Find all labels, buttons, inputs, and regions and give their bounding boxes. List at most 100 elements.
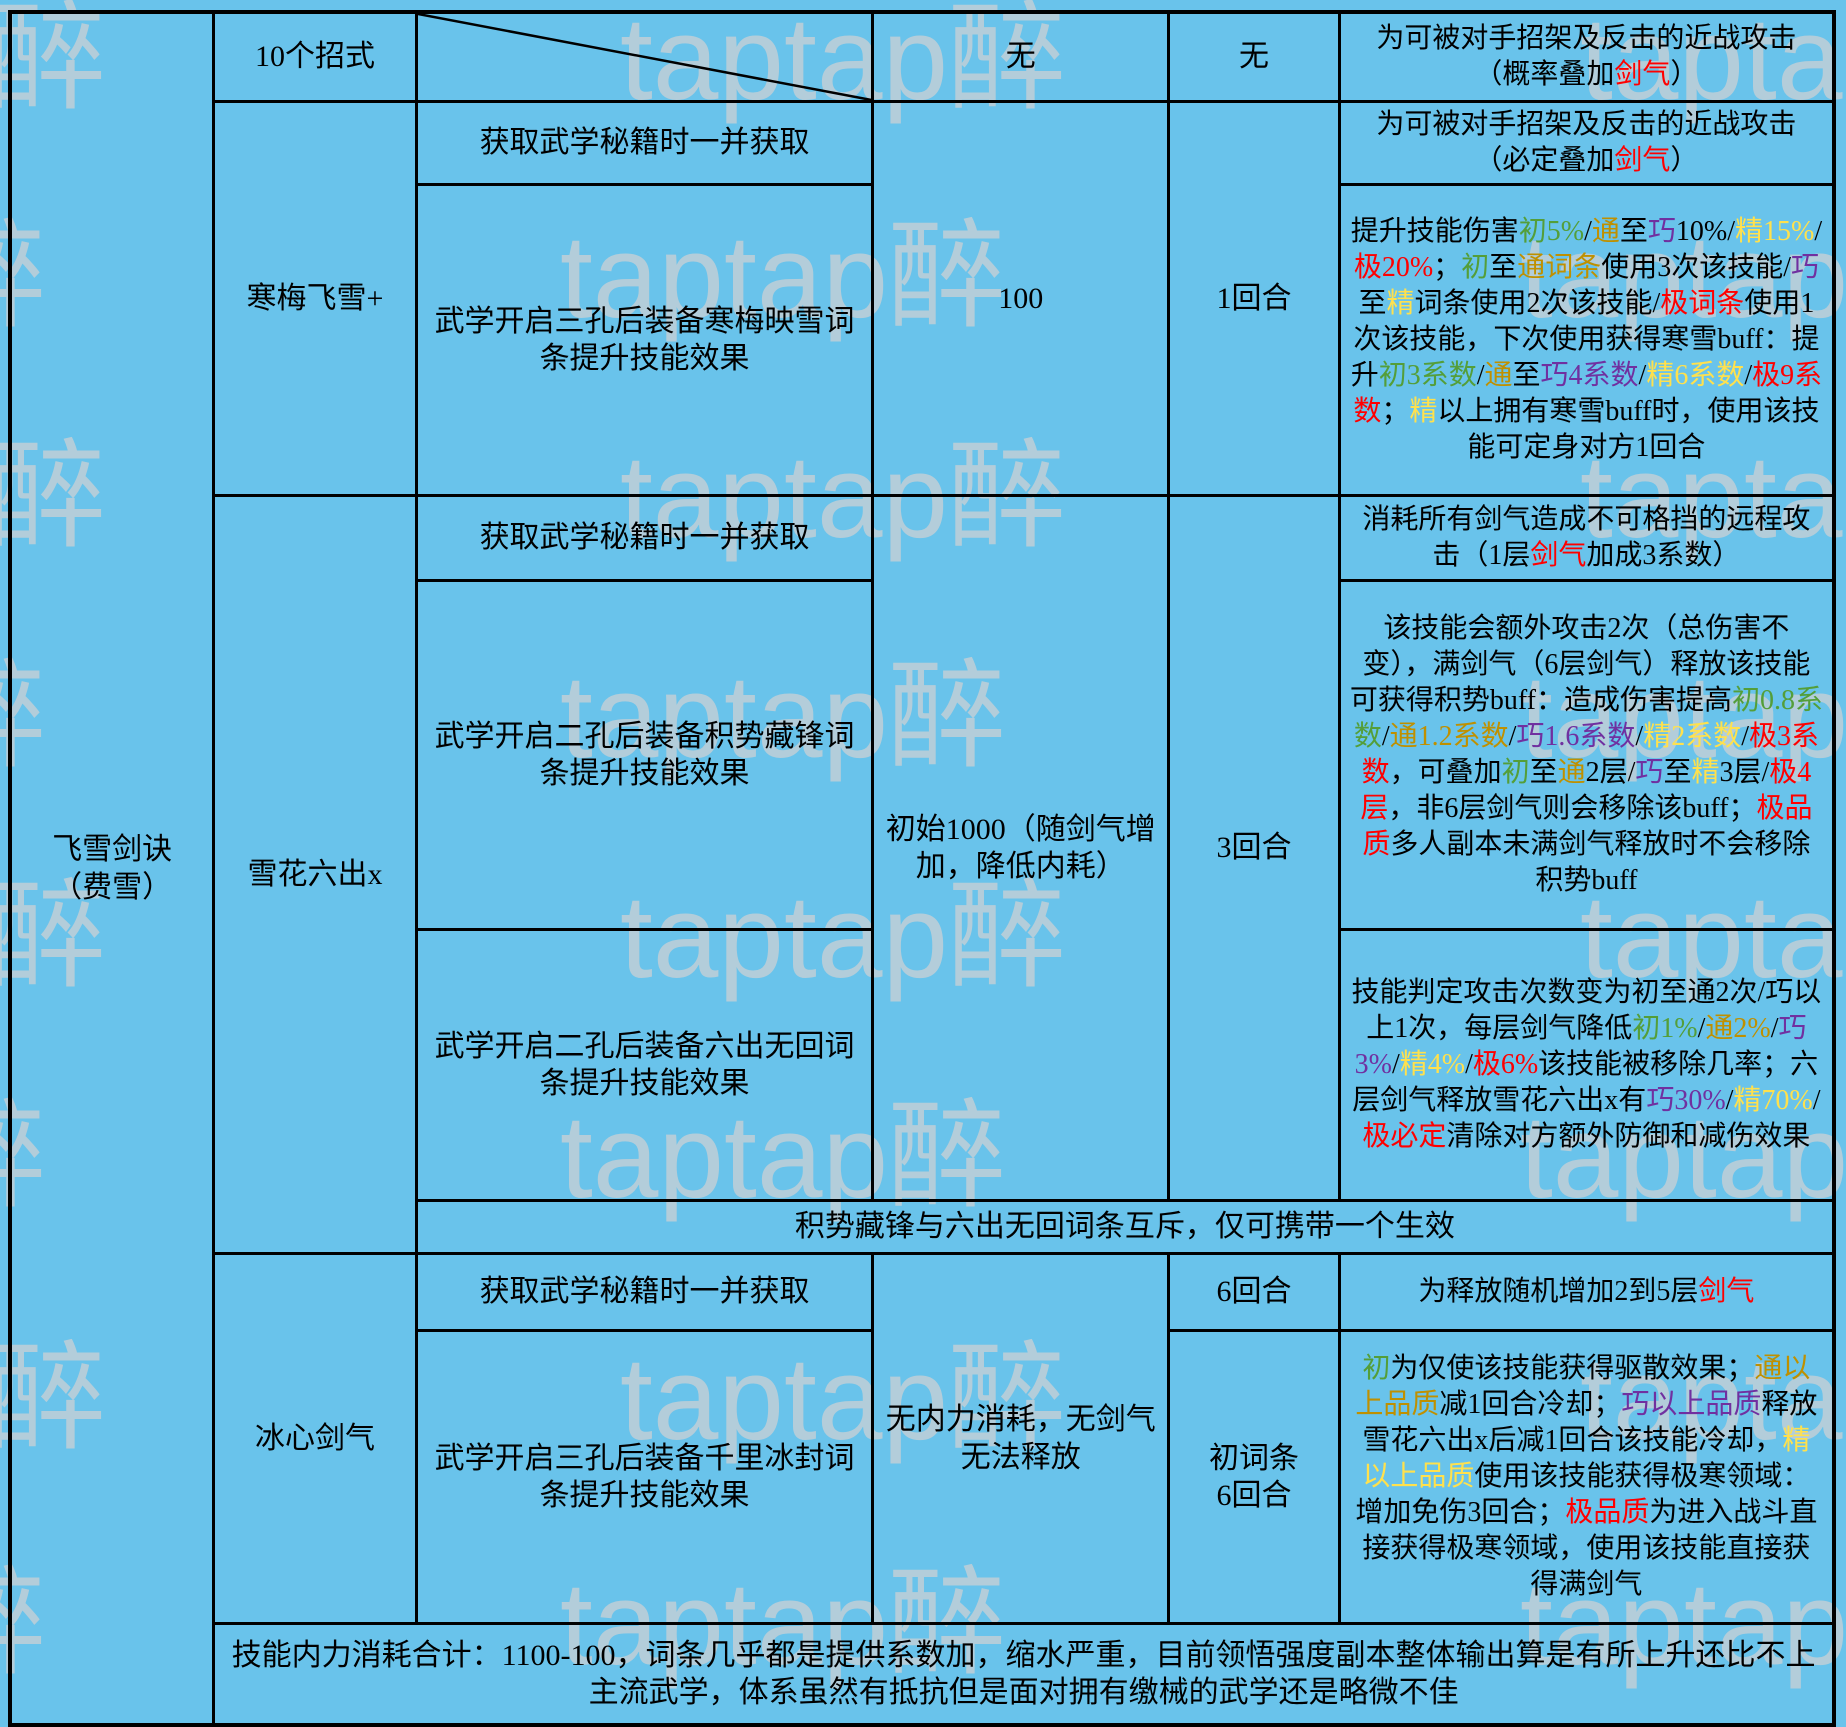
table-row: 雪花六出x 获取武学秘籍时一并获取 初始1000（随剑气增加，降低内耗） 3回合…: [10, 494, 1836, 1255]
effect-cell: 提升技能伤害初5%/通至巧10%/精15%/极20%；初至通词条使用3次该技能/…: [1337, 183, 1836, 497]
effect-cell: 该技能会额外攻击2次（总伤害不变），满剑气（6层剑气）释放该技能可获得积势buf…: [1337, 579, 1836, 931]
text-run: 剑气: [1614, 145, 1671, 176]
text-run: 为可被对手招架及反击的近战攻击（必定叠加: [1376, 109, 1797, 176]
text-run: 至: [1489, 252, 1518, 283]
acquisition-cell: 武学开启二孔后装备六出无回词条提升技能效果: [414, 928, 875, 1202]
text-run: 至: [1358, 288, 1387, 319]
skill-name-cell: 寒梅飞雪+: [212, 100, 418, 497]
text-run: ；: [1381, 396, 1410, 427]
text-run: 减1回合冷却；: [1439, 1389, 1622, 1420]
text-run: /: [1770, 1013, 1779, 1044]
effect-cell: 技能判定攻击次数变为初至通2次/巧以上1次，每层剑气降低初1%/通2%/巧3%/…: [1337, 928, 1836, 1202]
text-run: 精: [1386, 288, 1415, 319]
text-run: 初0.8系数: [1353, 685, 1823, 752]
text-run: 巧1.6系数: [1516, 721, 1636, 752]
text-run: 使用3次该技能/: [1601, 252, 1791, 283]
effect-cell: 初为仅使该技能获得驱散效果；通以上品质减1回合冷却；巧以上品质释放雪花六出x后减…: [1337, 1329, 1836, 1625]
skill-name-cell: 冰心剑气: [212, 1252, 418, 1625]
text-run: 为释放随机增加2到5层: [1418, 1276, 1699, 1307]
text-run: 通: [1484, 360, 1513, 391]
text-run: 巧3%: [1354, 1013, 1807, 1080]
text-run: 至: [1512, 360, 1541, 391]
text-run: 初1%: [1632, 1013, 1698, 1044]
text-run: 极品质: [1565, 1497, 1650, 1528]
cost-cell: 无内力消耗，无剑气无法释放: [871, 1252, 1171, 1625]
table-row: 飞雪剑诀 （费雪） 10个招式 无 无 为可被对手招架及反击的近战攻击（概率叠加…: [8, 10, 1836, 1727]
text-run: 剑气: [1698, 1276, 1755, 1307]
text-run: 该技能被移除几率；六层剑气释放雪花六出x有: [1352, 1049, 1819, 1116]
text-run: /: [1635, 721, 1644, 752]
text-run: /: [1741, 721, 1749, 752]
table-row: 技能内力消耗合计：1100-100，词条几乎都是提供系数加，缩水严重，目前领悟强…: [10, 1622, 1836, 1727]
acquisition-cell: 武学开启三孔后装备千里冰封词条提升技能效果: [414, 1329, 875, 1625]
text-run: 3层/: [1719, 757, 1770, 788]
text-run: 巧4系数: [1540, 360, 1639, 391]
text-run: 巧: [1635, 757, 1664, 788]
text-run: 该技能会额外攻击2次（总伤害不变），满剑气（6层剑气）释放该技能可获得积势buf…: [1349, 613, 1811, 716]
text-run: 极4层: [1360, 757, 1812, 824]
text-run: 为进入战斗直接获得极寒领域，使用该技能直接获得满剑气: [1362, 1497, 1818, 1600]
cooldown-cell: 1回合: [1167, 100, 1341, 497]
text-run: 初: [1362, 1353, 1391, 1384]
cost-cell: 初始1000（随剑气增加，降低内耗）: [871, 494, 1171, 1202]
effect-cell: 消耗所有剑气造成不可格挡的远程攻击（1层剑气加成3系数）: [1337, 494, 1836, 582]
cooldown-cell: 无: [1167, 10, 1341, 103]
table-row: 武学开启三孔后装备寒梅映雪词条提升技能效果 提升技能伤害初5%/通至巧10%/精…: [10, 183, 1836, 497]
text-run: 消耗所有剑气造成不可格挡的远程攻击（1层: [1362, 504, 1811, 571]
school-name-cell: 飞雪剑诀 （费雪）: [8, 10, 216, 1727]
text-run: ；: [1433, 252, 1462, 283]
text-run: 精2系数: [1643, 721, 1742, 752]
text-run: 为仅使该技能获得驱散效果；: [1390, 1353, 1755, 1384]
diagonal-cell: [414, 10, 875, 103]
text-run: 通2%: [1705, 1013, 1771, 1044]
cost-cell: 100: [871, 100, 1171, 497]
table-row: 武学开启二孔后装备六出无回词条提升技能效果 技能判定攻击次数变为初至通2次/巧以…: [10, 928, 1836, 1202]
table-row: 武学开启二孔后装备积势藏锋词条提升技能效果 该技能会额外攻击2次（总伤害不变），…: [10, 579, 1836, 931]
text-run: 剑气: [1530, 540, 1587, 571]
acquisition-cell: 获取武学秘籍时一并获取: [414, 100, 875, 186]
text-run: 极词条: [1660, 288, 1745, 319]
text-run: 精以上品质: [1362, 1425, 1811, 1492]
text-run: 多人副本未满剑气释放时不会移除积势buff: [1390, 829, 1811, 896]
text-run: 极6%: [1472, 1049, 1539, 1080]
text-run: 以上拥有寒雪buff时，使用该技能可定身对方1回合: [1437, 396, 1820, 463]
text-run: 2层/: [1585, 757, 1636, 788]
text-run: 初: [1501, 757, 1530, 788]
text-run: /: [1744, 360, 1753, 391]
text-run: /: [1638, 360, 1647, 391]
text-run: 精: [1691, 757, 1720, 788]
text-run: 精6系数: [1646, 360, 1745, 391]
text-run: 使用该技能获得极寒领域：增加免伤3回合；: [1355, 1461, 1811, 1528]
summary-cell: 技能内力消耗合计：1100-100，词条几乎都是提供系数加，缩水严重，目前领悟强…: [212, 1622, 1836, 1727]
text-run: 初5%: [1518, 216, 1585, 247]
text-run: 剑气: [1614, 59, 1671, 90]
text-run: 精: [1409, 396, 1438, 427]
text-run: ，可叠加: [1389, 757, 1502, 788]
text-run: /: [1508, 721, 1517, 752]
text-run: 巧以上品质: [1621, 1389, 1762, 1420]
effect-cell: 为释放随机增加2到5层剑气: [1337, 1252, 1836, 1332]
text-run: 巧: [1790, 252, 1819, 283]
text-run: /: [1814, 216, 1823, 247]
text-run: 巧: [1647, 216, 1676, 247]
text-run: 极9系数: [1353, 360, 1823, 427]
text-run: ）: [1670, 145, 1699, 176]
text-run: 精70%: [1733, 1085, 1813, 1116]
effect-cell: 为可被对手招架及反击的近战攻击（必定叠加剑气）: [1337, 100, 1836, 186]
skill-name-cell: 雪花六出x: [212, 494, 418, 1255]
text-run: 至: [1663, 757, 1692, 788]
text-run: 通词条: [1517, 252, 1602, 283]
text-run: /: [1391, 1049, 1400, 1080]
acquisition-cell: 武学开启三孔后装备寒梅映雪词条提升技能效果: [414, 183, 875, 497]
effect-cell: 为可被对手招架及反击的近战攻击（概率叠加剑气）: [1337, 10, 1836, 103]
cooldown-cell: 3回合: [1167, 494, 1341, 1202]
text-run: 极20%: [1353, 252, 1434, 283]
text-run: 精4%: [1399, 1049, 1466, 1080]
text-run: 极必定: [1362, 1121, 1447, 1152]
text-run: 极品质: [1362, 793, 1813, 860]
cost-cell: 无: [871, 10, 1171, 103]
skill-table: 飞雪剑诀 （费雪） 10个招式 无 无 为可被对手招架及反击的近战攻击（概率叠加…: [8, 10, 1836, 1727]
text-run: 释放雪花六出x后减1回合该技能冷却，: [1362, 1389, 1818, 1456]
text-run: 初3系数: [1378, 360, 1477, 391]
